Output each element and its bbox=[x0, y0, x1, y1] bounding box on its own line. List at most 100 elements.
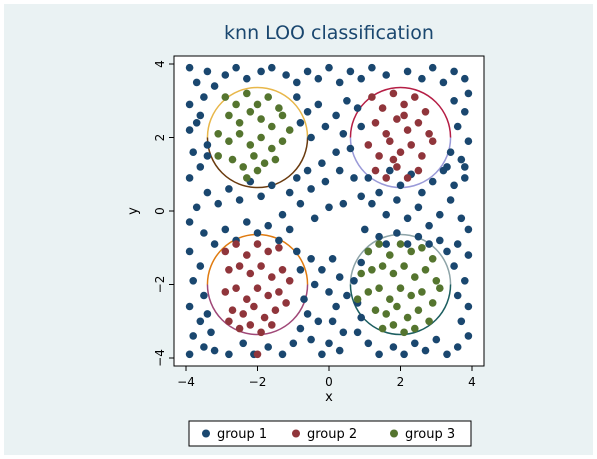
point-group2-26 bbox=[221, 247, 230, 256]
point-group1-17 bbox=[368, 63, 376, 72]
point-group1-154 bbox=[411, 339, 419, 348]
point-group1-150 bbox=[364, 339, 373, 348]
point-group3-12 bbox=[285, 126, 294, 134]
point-group2-37 bbox=[278, 266, 287, 274]
point-group3-16 bbox=[246, 141, 255, 149]
point-group1-93 bbox=[403, 214, 412, 223]
point-group2-33 bbox=[235, 262, 244, 270]
point-group1-1 bbox=[192, 78, 201, 87]
point-group2-31 bbox=[275, 244, 283, 252]
point-group1-59 bbox=[296, 199, 305, 208]
point-group1-24 bbox=[461, 74, 469, 83]
point-group1-176 bbox=[350, 277, 358, 285]
point-group1-21 bbox=[428, 63, 437, 72]
point-group3-17 bbox=[257, 133, 265, 142]
point-group1-166 bbox=[453, 240, 462, 248]
point-group1-32 bbox=[196, 163, 205, 171]
point-group2-48 bbox=[250, 302, 258, 311]
point-group1-130 bbox=[307, 335, 315, 344]
point-group1-94 bbox=[414, 203, 423, 212]
point-group1-169 bbox=[425, 240, 433, 248]
point-group3-55 bbox=[378, 324, 387, 333]
point-group1-41 bbox=[339, 130, 348, 138]
point-group3-49 bbox=[371, 306, 380, 315]
point-group1-57 bbox=[325, 203, 333, 212]
point-group3-36 bbox=[378, 262, 387, 270]
point-group3-23 bbox=[260, 159, 269, 167]
point-group3-54 bbox=[425, 317, 433, 326]
point-group1-158 bbox=[453, 343, 462, 351]
point-group3-60 bbox=[353, 295, 362, 304]
point-group1-29 bbox=[196, 111, 205, 120]
point-group3-1 bbox=[232, 100, 240, 109]
point-group1-66 bbox=[225, 185, 233, 193]
point-group1-120 bbox=[207, 328, 215, 337]
point-group2-19 bbox=[371, 166, 380, 175]
point-group2-13 bbox=[375, 152, 383, 160]
y-tick-label-4: 4 bbox=[153, 60, 167, 68]
point-group1-54 bbox=[350, 174, 358, 182]
x-tick-label-0: −4 bbox=[177, 375, 195, 389]
point-group3-56 bbox=[389, 321, 398, 329]
point-group1-2 bbox=[203, 67, 212, 76]
point-group3-8 bbox=[246, 108, 255, 116]
point-group1-159 bbox=[464, 332, 473, 340]
point-group1-146 bbox=[325, 339, 333, 348]
point-group1-85 bbox=[418, 188, 426, 197]
legend-label-group1: group 1 bbox=[217, 427, 267, 442]
point-group1-92 bbox=[393, 196, 401, 204]
point-group1-73 bbox=[221, 225, 230, 234]
point-group2-39 bbox=[221, 288, 230, 296]
point-group2-49 bbox=[260, 313, 269, 322]
point-group2-34 bbox=[246, 269, 255, 278]
point-group3-32 bbox=[407, 247, 416, 256]
point-group1-19 bbox=[403, 67, 412, 76]
point-group1-127 bbox=[278, 350, 287, 359]
point-group1-99 bbox=[464, 225, 473, 234]
chart-frame: knn LOO classification −4 −2 0 2 4 −4 −2 0 2 4 x … bbox=[4, 4, 593, 455]
point-group1-67 bbox=[214, 199, 222, 208]
point-group1-28 bbox=[185, 126, 194, 134]
point-group1-140 bbox=[335, 273, 344, 281]
point-group1-104 bbox=[457, 155, 466, 164]
point-group3-38 bbox=[400, 262, 408, 270]
point-group2-51 bbox=[235, 324, 244, 333]
point-group2-46 bbox=[228, 306, 237, 315]
point-group3-20 bbox=[228, 155, 237, 164]
point-group1-170 bbox=[414, 232, 423, 241]
point-group3-57 bbox=[400, 328, 408, 337]
point-group1-79 bbox=[285, 225, 294, 234]
point-group1-20 bbox=[418, 74, 426, 83]
point-group3-59 bbox=[357, 269, 366, 278]
point-group2-20 bbox=[382, 174, 391, 182]
point-group2-29 bbox=[253, 240, 262, 248]
point-group1-124 bbox=[239, 339, 247, 348]
point-group1-50 bbox=[293, 174, 301, 182]
point-group1-96 bbox=[436, 210, 444, 219]
point-group1-148 bbox=[318, 350, 326, 359]
point-group1-61 bbox=[278, 210, 287, 219]
point-group3-44 bbox=[386, 295, 394, 304]
point-group1-53 bbox=[335, 166, 344, 175]
point-group2-9 bbox=[403, 126, 412, 134]
chart-title: knn LOO classification bbox=[224, 22, 434, 44]
point-group3-43 bbox=[375, 284, 383, 293]
point-group1-52 bbox=[321, 177, 330, 186]
point-group3-10 bbox=[268, 122, 276, 131]
point-group1-60 bbox=[285, 188, 294, 197]
point-group3-26 bbox=[253, 166, 262, 175]
point-group2-15 bbox=[396, 148, 405, 156]
legend-marker-group1 bbox=[202, 429, 210, 438]
point-group1-126 bbox=[264, 343, 273, 351]
point-group1-56 bbox=[339, 199, 348, 208]
point-group1-44 bbox=[353, 104, 362, 112]
point-group1-78 bbox=[275, 236, 283, 245]
point-group1-51 bbox=[307, 185, 315, 193]
point-group3-24 bbox=[271, 155, 280, 164]
legend-marker-group3 bbox=[390, 429, 398, 438]
point-group2-55 bbox=[225, 317, 233, 326]
point-group3-6 bbox=[225, 111, 233, 120]
point-group1-3 bbox=[210, 82, 219, 90]
point-group1-132 bbox=[314, 317, 323, 326]
